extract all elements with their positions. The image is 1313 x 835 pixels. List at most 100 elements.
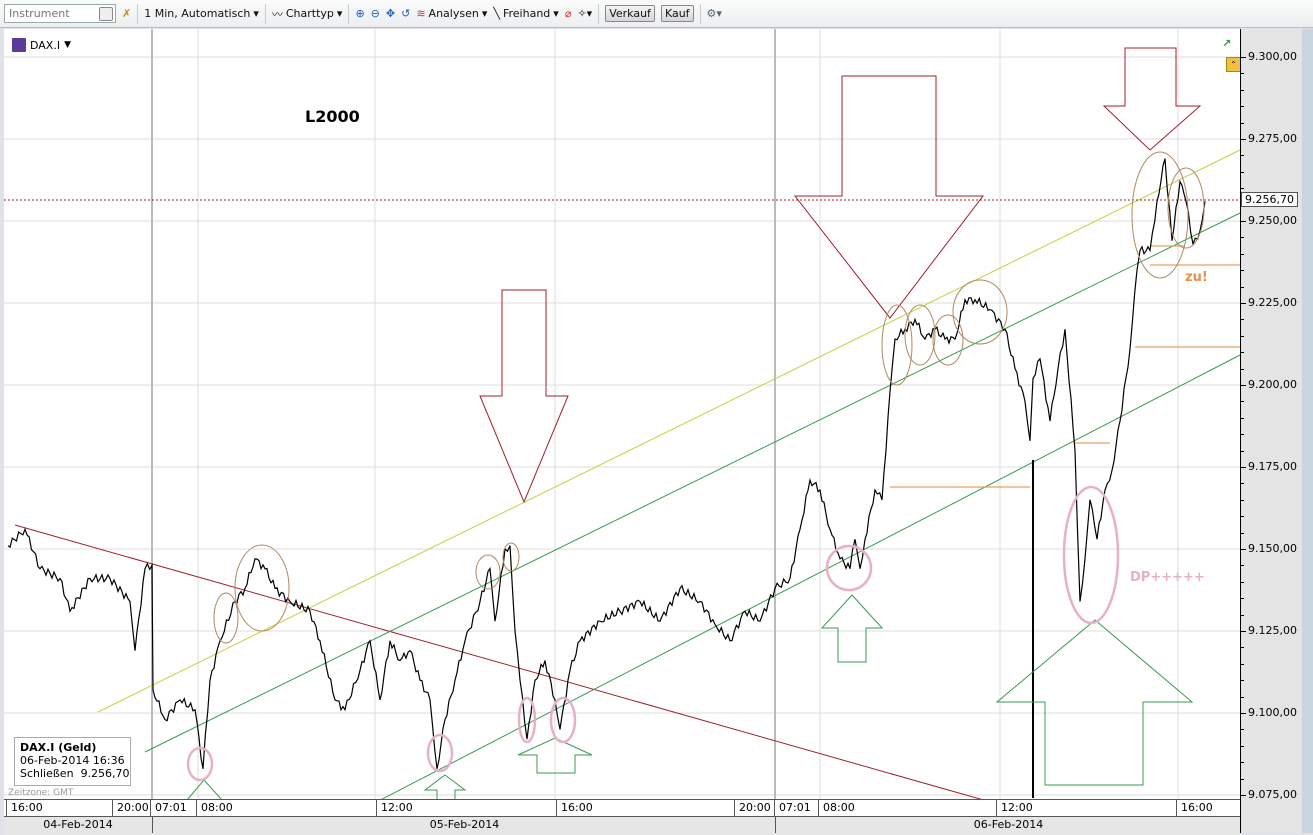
y-minor-tick [1240, 335, 1244, 337]
circle-marker[interactable] [502, 542, 520, 572]
y-tick-label: 9.225,00 [1248, 296, 1297, 309]
highlight-ellipse[interactable] [825, 544, 873, 592]
circle-marker[interactable] [475, 554, 501, 590]
circle-marker[interactable] [213, 592, 239, 644]
y-tick [1240, 713, 1246, 714]
y-minor-tick [1240, 614, 1244, 616]
y-minor-tick [1240, 434, 1244, 436]
time-tick-label: 20:00 [734, 800, 771, 816]
price-line [7, 158, 1206, 769]
y-minor-tick [1240, 368, 1244, 370]
y-tick-label: 9.075,00 [1248, 788, 1297, 801]
symbol-selector[interactable]: DAX.I ▼ [12, 38, 71, 52]
trend-up-icon[interactable]: ↗ [1222, 37, 1232, 50]
trendline-yellow[interactable] [97, 149, 1241, 713]
arrow-up-shape[interactable] [995, 619, 1194, 786]
y-minor-tick [1240, 253, 1244, 255]
y-minor-tick [1240, 122, 1244, 124]
y-tick [1240, 139, 1246, 140]
arrow-up-shape[interactable] [517, 737, 593, 774]
charttype-dropdown[interactable]: 〰 Charttyp ▾ [271, 7, 343, 21]
toolbar: Instrument ✗ 1 Min, Automatisch ▾ 〰 Chartt… [0, 0, 1313, 28]
freihand-dropdown[interactable]: ╲ Freihand ▾ [493, 7, 559, 20]
y-minor-tick [1240, 598, 1244, 600]
info-title: DAX.I (Geld) [20, 741, 97, 754]
buy-button[interactable]: Kauf [660, 5, 694, 22]
y-minor-tick [1240, 106, 1244, 108]
reset-icon[interactable]: ↺ [401, 7, 411, 20]
highlight-ellipse[interactable] [549, 696, 577, 744]
line-chart-icon: 〰 [271, 7, 283, 21]
arrow-up-shape[interactable] [820, 594, 884, 663]
label-zu: zu! [1185, 270, 1208, 285]
circle-marker[interactable] [952, 279, 1008, 345]
highlight-ellipse[interactable] [517, 696, 537, 744]
date-label: 04-Feb-2014 [43, 818, 113, 831]
info-close-value: 9.256,70 [80, 767, 130, 780]
y-tick [1240, 549, 1246, 550]
label-l2000: L2000 [305, 107, 360, 126]
analysen-dropdown[interactable]: ≋ Analysen ▾ [416, 7, 488, 20]
settings-gear-icon[interactable]: ⚙▾ [706, 7, 722, 20]
time-tick-label: 12:00 [996, 800, 1033, 816]
y-minor-tick [1240, 171, 1244, 173]
chart-area[interactable]: L2000 zu! DP+++++ Zeitzone: GMT DAX.I ▼ ↗… [4, 29, 1244, 827]
circle-marker[interactable] [1131, 151, 1189, 279]
arrow-down-shape[interactable] [793, 75, 985, 319]
circle-marker[interactable] [1167, 167, 1205, 249]
indicator-icon[interactable]: ✗ [122, 7, 132, 20]
time-tick-label: 08:00 [196, 800, 233, 816]
eraser-icon[interactable]: ⌀ [564, 7, 572, 20]
circle-marker[interactable] [881, 304, 913, 386]
highlight-ellipse[interactable] [186, 746, 214, 782]
circle-marker[interactable] [904, 304, 936, 366]
circle-marker[interactable] [932, 314, 964, 366]
y-tick-label: 9.125,00 [1248, 624, 1297, 637]
instrument-input[interactable]: Instrument [4, 4, 116, 23]
y-minor-tick [1240, 762, 1244, 764]
arrow-down-shape[interactable] [1102, 47, 1202, 151]
collapse-up-icon[interactable]: ⌃ [1226, 57, 1241, 72]
y-tick [1240, 631, 1246, 632]
separator [699, 3, 701, 24]
circle-marker[interactable] [234, 544, 290, 632]
time-tick-label: 07:01 [150, 800, 187, 816]
y-tick-label: 9.200,00 [1248, 378, 1297, 391]
y-minor-tick [1240, 680, 1244, 682]
sell-button[interactable]: Verkauf [605, 5, 655, 22]
y-tick [1240, 795, 1246, 796]
trendline-red[interactable] [14, 524, 1076, 827]
time-tick-label: 16:00 [6, 800, 43, 816]
pan-icon[interactable]: ✥ [385, 7, 396, 20]
y-minor-tick [1240, 516, 1244, 518]
crosshair-dropdown[interactable]: ✧▾ [577, 7, 593, 20]
support-lines [890, 245, 1240, 488]
interval-dropdown[interactable]: 1 Min, Automatisch ▾ [144, 7, 259, 20]
zoom-out-icon[interactable]: ⊖ [370, 7, 380, 20]
y-minor-tick [1240, 286, 1244, 288]
price-chart: L2000 zu! DP+++++ Zeitzone: GMT [4, 29, 1241, 827]
y-minor-tick [1240, 647, 1244, 649]
highlight-ellipse[interactable] [1062, 485, 1120, 625]
analysen-label: Analysen [428, 7, 479, 20]
arrow-down-shape[interactable] [479, 289, 569, 504]
y-tick [1240, 57, 1246, 58]
y-minor-tick [1240, 565, 1244, 567]
trendline-green-upper[interactable] [144, 212, 1241, 753]
y-minor-tick [1240, 237, 1244, 239]
trendline-green-lower[interactable] [364, 354, 1241, 809]
y-minor-tick [1240, 401, 1244, 403]
y-minor-tick [1240, 696, 1244, 698]
time-axis[interactable]: 16:00 20:00 07:01 08:00 12:00 16:00 20:00 07:01… [4, 799, 1240, 835]
zoom-in-icon[interactable]: ⊕ [355, 7, 365, 20]
time-tick-label: 08:00 [818, 800, 855, 816]
info-close-label: Schließen [20, 767, 74, 780]
highlight-ellipse[interactable] [426, 733, 454, 773]
date-label: 05-Feb-2014 [152, 817, 776, 833]
separator [264, 3, 266, 24]
separator [348, 3, 350, 24]
price-axis[interactable]: 9.075,00 9.100,00 9.125,00 9.150,00 9.175,00… [1240, 29, 1302, 833]
y-minor-tick [1240, 73, 1244, 75]
list-icon[interactable] [99, 7, 113, 21]
y-tick-label: 9.100,00 [1248, 706, 1297, 719]
